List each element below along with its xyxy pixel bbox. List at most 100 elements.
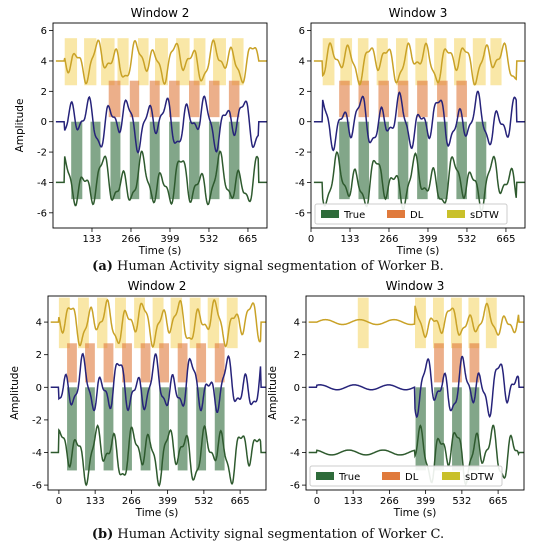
sdtw-segment [77, 297, 89, 349]
dl-segment [169, 80, 180, 118]
chart-title: Window 2 [128, 279, 187, 293]
caption-b: (b) Human Activity signal segmentation o… [0, 527, 536, 542]
legend-label: True [338, 472, 360, 483]
legend-label: sDTW [470, 210, 499, 221]
legend-swatch [321, 210, 339, 218]
y-tick-label: -6 [32, 481, 42, 492]
caption-b-text: Human Activity signal segmentation of Wo… [117, 527, 445, 542]
sdtw-segment [434, 38, 447, 86]
x-tick-label: 399 [158, 496, 177, 507]
y-axis-label: Amplitude [9, 366, 21, 420]
bottom-signal-line [308, 424, 524, 486]
dl-segment [417, 80, 428, 118]
true-segment [122, 387, 132, 471]
x-tick-label: 266 [122, 496, 141, 507]
y-tick-label: 2 [41, 87, 47, 98]
x-tick-label: 0 [314, 496, 320, 507]
true-segment [208, 121, 220, 200]
dl-segment [103, 343, 114, 383]
top-signal-line [55, 39, 267, 86]
sdtw-segment [155, 38, 168, 86]
y-tick-label: -4 [290, 448, 300, 459]
y-tick-label: 4 [36, 318, 42, 329]
sdtw-segment [231, 38, 244, 86]
chart-title: Window 3 [386, 279, 445, 293]
caption-a: (a) Human Activity signal segmentation o… [0, 259, 536, 274]
chart-panel-1: 6 4 2 0 -2 -4 -6 133 266 399 532 665 Window 2 Time (s… [14, 6, 268, 257]
x-tick-label: 665 [238, 234, 257, 245]
x-axis-label: Time (s) [135, 507, 179, 519]
dl-segment [177, 343, 188, 383]
y-tick-label: -2 [295, 148, 305, 159]
dl-segment [469, 343, 480, 383]
dl-segment [228, 80, 240, 118]
dl-segment [208, 80, 220, 118]
x-tick-label: 399 [416, 496, 435, 507]
top-signal-line [308, 302, 524, 339]
top-signal-line [313, 42, 525, 86]
mid-signal-line [50, 352, 266, 414]
sdtw-segment [322, 38, 335, 86]
top-signal-line [50, 298, 266, 348]
chart-title: Window 3 [389, 6, 448, 20]
chart-panel-4: 4 2 0 -2 -4 -6 0 133 266 399 532 665 Window 3 Time (s… [267, 279, 525, 519]
x-tick-label: 532 [452, 496, 471, 507]
y-tick-label: -6 [290, 481, 300, 492]
x-tick-label: 532 [194, 496, 213, 507]
sdtw-segment [376, 38, 388, 86]
mid-signal-line [313, 90, 525, 152]
dl-segment [85, 343, 95, 383]
mid-signal-line [308, 355, 524, 418]
y-tick-label: 4 [41, 56, 47, 67]
y-axis-label: Amplitude [14, 99, 26, 153]
legend-label: DL [405, 472, 419, 483]
y-axis-label: Amplitude [267, 366, 279, 420]
true-segment [103, 387, 114, 471]
true-segment [452, 387, 462, 471]
legend-swatch [382, 472, 400, 480]
sdtw-segment [97, 297, 108, 349]
sdtw-segment [193, 38, 206, 86]
axes-frame [305, 295, 525, 491]
legend-swatch [316, 472, 334, 480]
sdtw-segment [170, 297, 183, 349]
y-tick-label: 6 [41, 26, 47, 37]
true-segment [90, 121, 101, 200]
axes-frame [47, 295, 267, 491]
true-segment [177, 387, 188, 471]
legend-swatch [387, 210, 405, 218]
true-segment [475, 121, 487, 200]
dl-segment [196, 343, 207, 383]
sdtw-segment [207, 297, 220, 349]
y-tick-label: -6 [295, 208, 305, 219]
sdtw-segment [357, 38, 369, 86]
axes-frame [310, 22, 526, 229]
x-tick-label: 0 [308, 234, 314, 245]
y-tick-label: 0 [41, 117, 47, 128]
legend: True DL sDTW [309, 465, 503, 487]
x-axis-label: Time (s) [396, 245, 440, 257]
sdtw-segment [84, 38, 97, 86]
sdtw-segment [117, 38, 129, 86]
y-tick-label: -2 [37, 148, 47, 159]
y-tick-label: 2 [36, 350, 42, 361]
dl-segment [149, 80, 160, 118]
x-tick-label: 665 [489, 496, 508, 507]
x-tick-label: 532 [199, 234, 218, 245]
bottom-signal-line [55, 150, 267, 207]
sdtw-segment [340, 38, 353, 86]
x-axis-label: Time (s) [393, 507, 437, 519]
dl-segment [452, 343, 462, 383]
true-segment [228, 121, 240, 200]
true-segment [437, 121, 448, 200]
dl-segment [339, 80, 350, 118]
y-tick-label: 6 [299, 26, 305, 37]
true-segment [189, 121, 200, 200]
y-tick-label: 4 [299, 56, 305, 67]
true-segment [110, 121, 121, 200]
x-tick-label: 133 [344, 496, 363, 507]
dl-segment [456, 80, 467, 118]
axes-frame [52, 22, 268, 229]
x-tick-label: 266 [121, 234, 140, 245]
